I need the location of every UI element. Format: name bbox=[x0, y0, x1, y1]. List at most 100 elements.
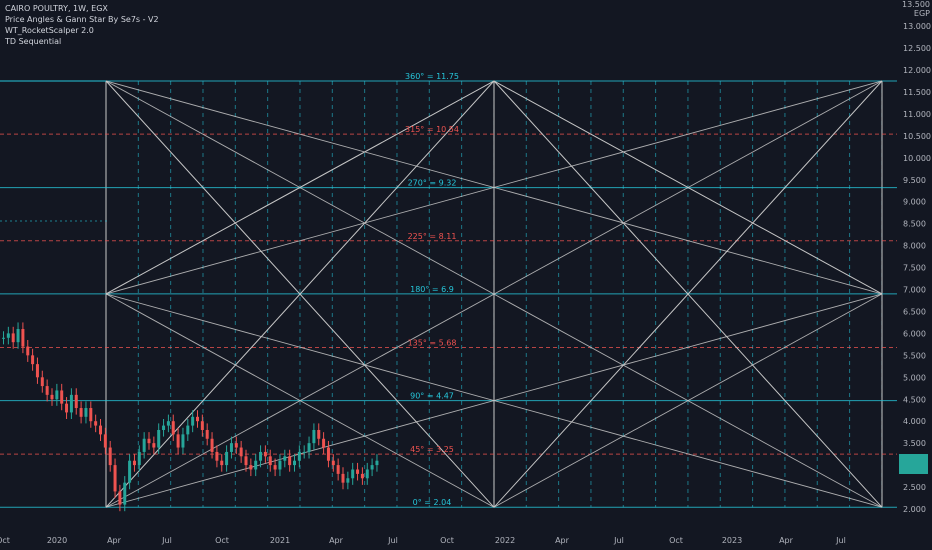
candle-body-3 bbox=[16, 329, 20, 343]
candle-body-14 bbox=[69, 394, 73, 413]
candle-body-35 bbox=[171, 421, 175, 435]
chart-legend: CAIRO POULTRY, 1W, EGX Price Angles & Ga… bbox=[5, 3, 159, 47]
x-tick-label-6: Apr bbox=[329, 536, 344, 545]
candle-body-72 bbox=[351, 469, 355, 479]
candle-body-58 bbox=[283, 456, 287, 461]
candle-body-65 bbox=[317, 429, 321, 439]
candle-body-17 bbox=[84, 408, 88, 417]
gann-line-12 bbox=[105, 293, 495, 508]
candle-body-40 bbox=[196, 416, 199, 422]
gann-line-19 bbox=[493, 80, 883, 295]
candle-body-73 bbox=[356, 469, 360, 474]
y-tick-label-6: 10.000 bbox=[903, 154, 931, 163]
candle-body-24 bbox=[118, 491, 122, 505]
candle-body-51 bbox=[249, 465, 253, 470]
indicator-wt[interactable]: WT_RocketScalper 2.0 bbox=[5, 26, 94, 35]
y-tick-label-12: 7.000 bbox=[903, 286, 926, 295]
y-tick-label-5: 10.500 bbox=[903, 132, 931, 141]
currency-code: EGP bbox=[913, 9, 930, 18]
y-tick-label-18: 4.000 bbox=[903, 417, 926, 426]
candle-body-71 bbox=[346, 478, 350, 483]
candle-body-54 bbox=[263, 451, 267, 457]
x-tick-label-2: Apr bbox=[107, 536, 122, 545]
candle-body-32 bbox=[157, 429, 161, 448]
level-label-0: 360° = 11.75 bbox=[405, 72, 459, 81]
y-tick-label-15: 5.500 bbox=[903, 351, 926, 360]
candle-body-43 bbox=[210, 438, 214, 452]
candle-body-75 bbox=[365, 469, 369, 479]
gann-line-1 bbox=[105, 80, 883, 508]
gann-level-labels: 360° = 11.75 315° = 10.54 270° = 9.32 225° … bbox=[405, 72, 459, 507]
x-tick-label-7: Jul bbox=[387, 536, 398, 545]
candle-body-5 bbox=[26, 346, 30, 356]
indicator-gann[interactable]: Price Angles & Gann Star By Se7s - V2 bbox=[5, 15, 159, 24]
candle-body-7 bbox=[35, 364, 39, 378]
y-tick-label-19: 3.500 bbox=[903, 439, 926, 448]
x-tick-label-5: 2021 bbox=[270, 536, 290, 545]
gann-line-3 bbox=[105, 80, 883, 295]
candle-body-77 bbox=[375, 460, 379, 466]
candle-body-62 bbox=[302, 451, 306, 453]
candle-body-45 bbox=[220, 460, 224, 466]
candle-body-25 bbox=[123, 482, 127, 505]
level-label-2: 270° = 9.32 bbox=[408, 179, 457, 188]
y-tick-label-1: 12.500 bbox=[903, 44, 931, 53]
candle-body-64 bbox=[312, 429, 316, 444]
candle-body-23 bbox=[113, 465, 117, 492]
y-tick-label-8: 9.000 bbox=[903, 198, 926, 207]
candle-body-21 bbox=[103, 434, 107, 448]
candle-body-20 bbox=[99, 425, 102, 435]
y-tick-label-9: 8.500 bbox=[903, 220, 926, 229]
gann-levels bbox=[0, 80, 897, 508]
candle-body-63 bbox=[307, 443, 311, 452]
gann-line-5 bbox=[105, 293, 883, 508]
x-tick-label-9: 2022 bbox=[495, 536, 515, 545]
x-tick-label-14: Apr bbox=[779, 536, 794, 545]
candle-body-46 bbox=[225, 451, 229, 466]
candle-body-56 bbox=[273, 465, 277, 470]
candle-body-48 bbox=[234, 443, 238, 448]
candle-body-59 bbox=[288, 456, 292, 466]
candle-body-74 bbox=[360, 473, 364, 479]
candle-body-70 bbox=[341, 473, 345, 483]
candle-body-30 bbox=[147, 438, 151, 444]
x-tick-label-4: Oct bbox=[215, 536, 229, 545]
candle-body-19 bbox=[94, 421, 98, 426]
y-tick-label-11: 7.500 bbox=[903, 264, 926, 273]
candle-body-8 bbox=[40, 377, 44, 387]
x-tick-label-15: Jul bbox=[835, 536, 846, 545]
level-label-7: 45° = 3.25 bbox=[410, 445, 454, 454]
candle-body-0 bbox=[2, 337, 5, 339]
y-tick-label-0: 13.000 bbox=[903, 22, 931, 31]
candle-body-28 bbox=[137, 451, 141, 466]
gann-line-17 bbox=[493, 80, 883, 508]
candle-body-42 bbox=[205, 429, 209, 439]
x-tick-label-0: Oct bbox=[0, 536, 10, 545]
candle-body-15 bbox=[74, 394, 78, 409]
candle-body-44 bbox=[215, 451, 219, 461]
level-label-5: 135° = 5.68 bbox=[408, 338, 457, 347]
top-value: 13.500 bbox=[902, 0, 930, 9]
candle-body-69 bbox=[336, 465, 340, 474]
y-tick-label-16: 5.000 bbox=[903, 373, 926, 382]
candle-body-1 bbox=[6, 333, 10, 338]
candle-body-31 bbox=[152, 443, 156, 448]
candle-body-13 bbox=[65, 403, 69, 413]
candle-body-39 bbox=[191, 416, 195, 426]
price-axis[interactable]: 13.000 12.500 12.000 11.500 11.000 10.500 10.0… bbox=[903, 22, 931, 514]
y-tick-label-13: 6.500 bbox=[903, 307, 926, 316]
indicator-td[interactable]: TD Sequential bbox=[5, 37, 62, 46]
x-tick-label-13: 2023 bbox=[722, 536, 742, 545]
level-label-6: 90° = 4.47 bbox=[410, 392, 454, 401]
candle-body-55 bbox=[268, 456, 272, 466]
candle-body-10 bbox=[50, 394, 54, 400]
candle-body-29 bbox=[142, 438, 146, 452]
candle-body-6 bbox=[31, 355, 35, 365]
symbol-title[interactable]: CAIRO POULTRY, 1W, EGX bbox=[5, 4, 108, 13]
candle-body-61 bbox=[297, 451, 301, 461]
time-axis[interactable]: Oct 2020 Apr Jul Oct 2021 Apr Jul Oct 2022 Apr Jul O… bbox=[0, 536, 846, 545]
y-tick-label-21: 2.500 bbox=[903, 483, 926, 492]
x-tick-label-1: 2020 bbox=[47, 536, 67, 545]
y-tick-label-14: 6.000 bbox=[903, 329, 926, 338]
